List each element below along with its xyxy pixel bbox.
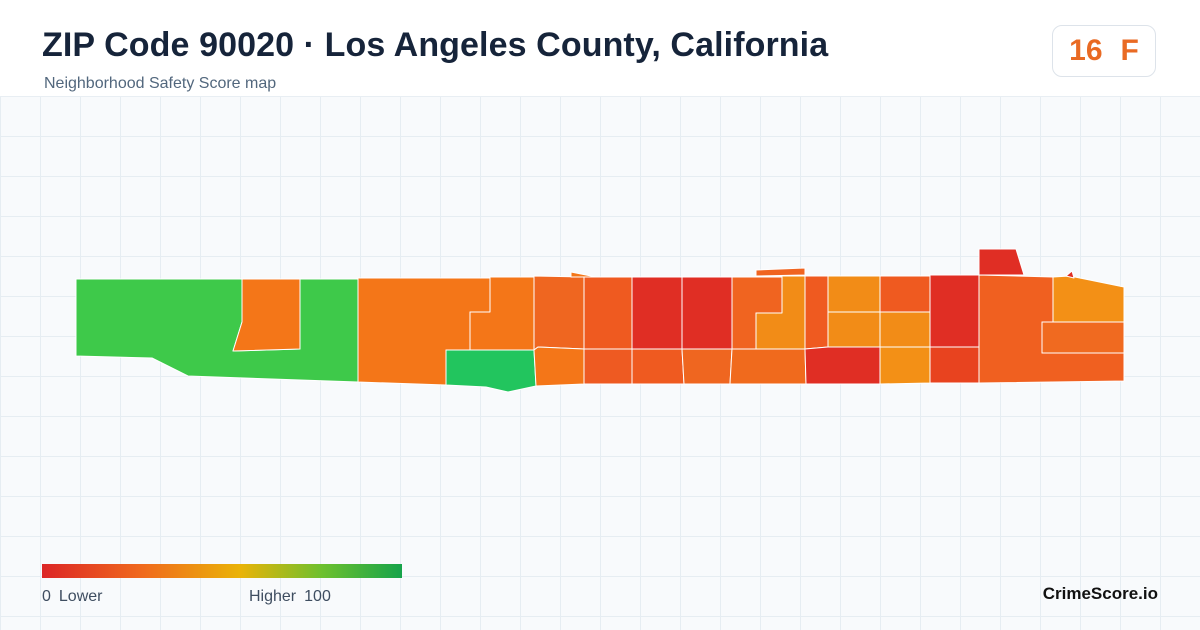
map-block[interactable] [681,348,733,385]
legend-gradient-bar [42,564,402,578]
map-block[interactable] [929,274,980,348]
page-subtitle: Neighborhood Safety Score map [44,75,277,92]
map-block[interactable] [570,271,597,278]
map-block[interactable] [879,311,931,348]
map-block[interactable] [879,275,931,313]
safety-score-value: 16 [1069,34,1103,67]
map-block[interactable] [631,348,685,385]
map-block[interactable] [804,275,829,350]
map-block[interactable] [827,275,881,313]
safety-grade: F [1120,34,1139,67]
map-block[interactable] [978,248,1025,276]
map-block[interactable] [1041,321,1125,354]
map-block[interactable] [583,276,633,350]
map-block[interactable] [583,348,633,385]
map-block[interactable] [533,346,585,387]
legend-max: Higher 100 [249,588,331,606]
map-block[interactable] [1052,275,1125,323]
score-badge: 16 F [1052,25,1156,77]
map-block[interactable] [827,311,881,348]
map-block[interactable] [929,346,980,384]
map-block[interactable] [232,278,301,352]
map-block[interactable] [533,275,585,351]
map-block[interactable] [755,267,806,277]
legend-min-value: 0 [42,588,51,605]
map-block[interactable] [879,346,931,385]
map-block[interactable] [681,276,733,350]
map-block[interactable] [804,346,881,385]
legend-labels: 0 Lower Higher 100 [42,588,402,608]
page-title: ZIP Code 90020 · Los Angeles County, Cal… [42,26,829,64]
map-block[interactable] [631,276,683,350]
legend-min-label: Lower [58,588,103,605]
header-background [0,0,1200,97]
map-block[interactable] [729,348,807,385]
map-block[interactable] [75,278,359,383]
legend-max-value: 100 [304,588,331,605]
legend-min: 0 Lower [42,588,102,606]
map-block[interactable] [445,349,537,393]
legend-max-label: Higher [249,588,297,605]
map-block[interactable] [1065,270,1075,279]
brand-logo-text[interactable]: CrimeScore.io [1042,584,1158,603]
